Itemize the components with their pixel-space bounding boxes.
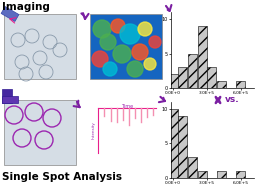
Circle shape [144, 58, 156, 70]
Bar [4, 100, 76, 165]
Circle shape [92, 51, 108, 67]
Bar [217, 81, 226, 88]
Circle shape [113, 45, 131, 63]
Bar [236, 171, 245, 178]
Bar [4, 14, 76, 79]
Circle shape [93, 20, 111, 38]
Text: Single Spot Analysis: Single Spot Analysis [2, 172, 122, 182]
Bar [207, 67, 216, 88]
Bar [1, 7, 19, 22]
Bar [178, 67, 187, 88]
Circle shape [120, 24, 140, 44]
Bar [198, 26, 207, 88]
Bar [188, 53, 197, 88]
Circle shape [138, 22, 152, 36]
Text: Time: Time [121, 104, 133, 109]
Bar [169, 74, 178, 88]
Text: Intensity: Intensity [92, 122, 96, 139]
Bar [90, 14, 162, 79]
Circle shape [103, 62, 117, 76]
Circle shape [111, 19, 125, 33]
Bar [2, 89, 12, 103]
Bar [2, 96, 18, 103]
Bar [188, 157, 197, 178]
Text: vs.: vs. [225, 95, 240, 105]
Circle shape [100, 34, 116, 50]
Bar [236, 81, 245, 88]
Circle shape [132, 44, 148, 60]
Bar [198, 171, 207, 178]
Bar [178, 116, 187, 178]
Circle shape [149, 36, 161, 48]
Circle shape [127, 61, 143, 77]
Bar [217, 171, 226, 178]
Text: Imaging: Imaging [2, 2, 50, 12]
Bar [88, 100, 160, 165]
Bar [169, 109, 178, 178]
